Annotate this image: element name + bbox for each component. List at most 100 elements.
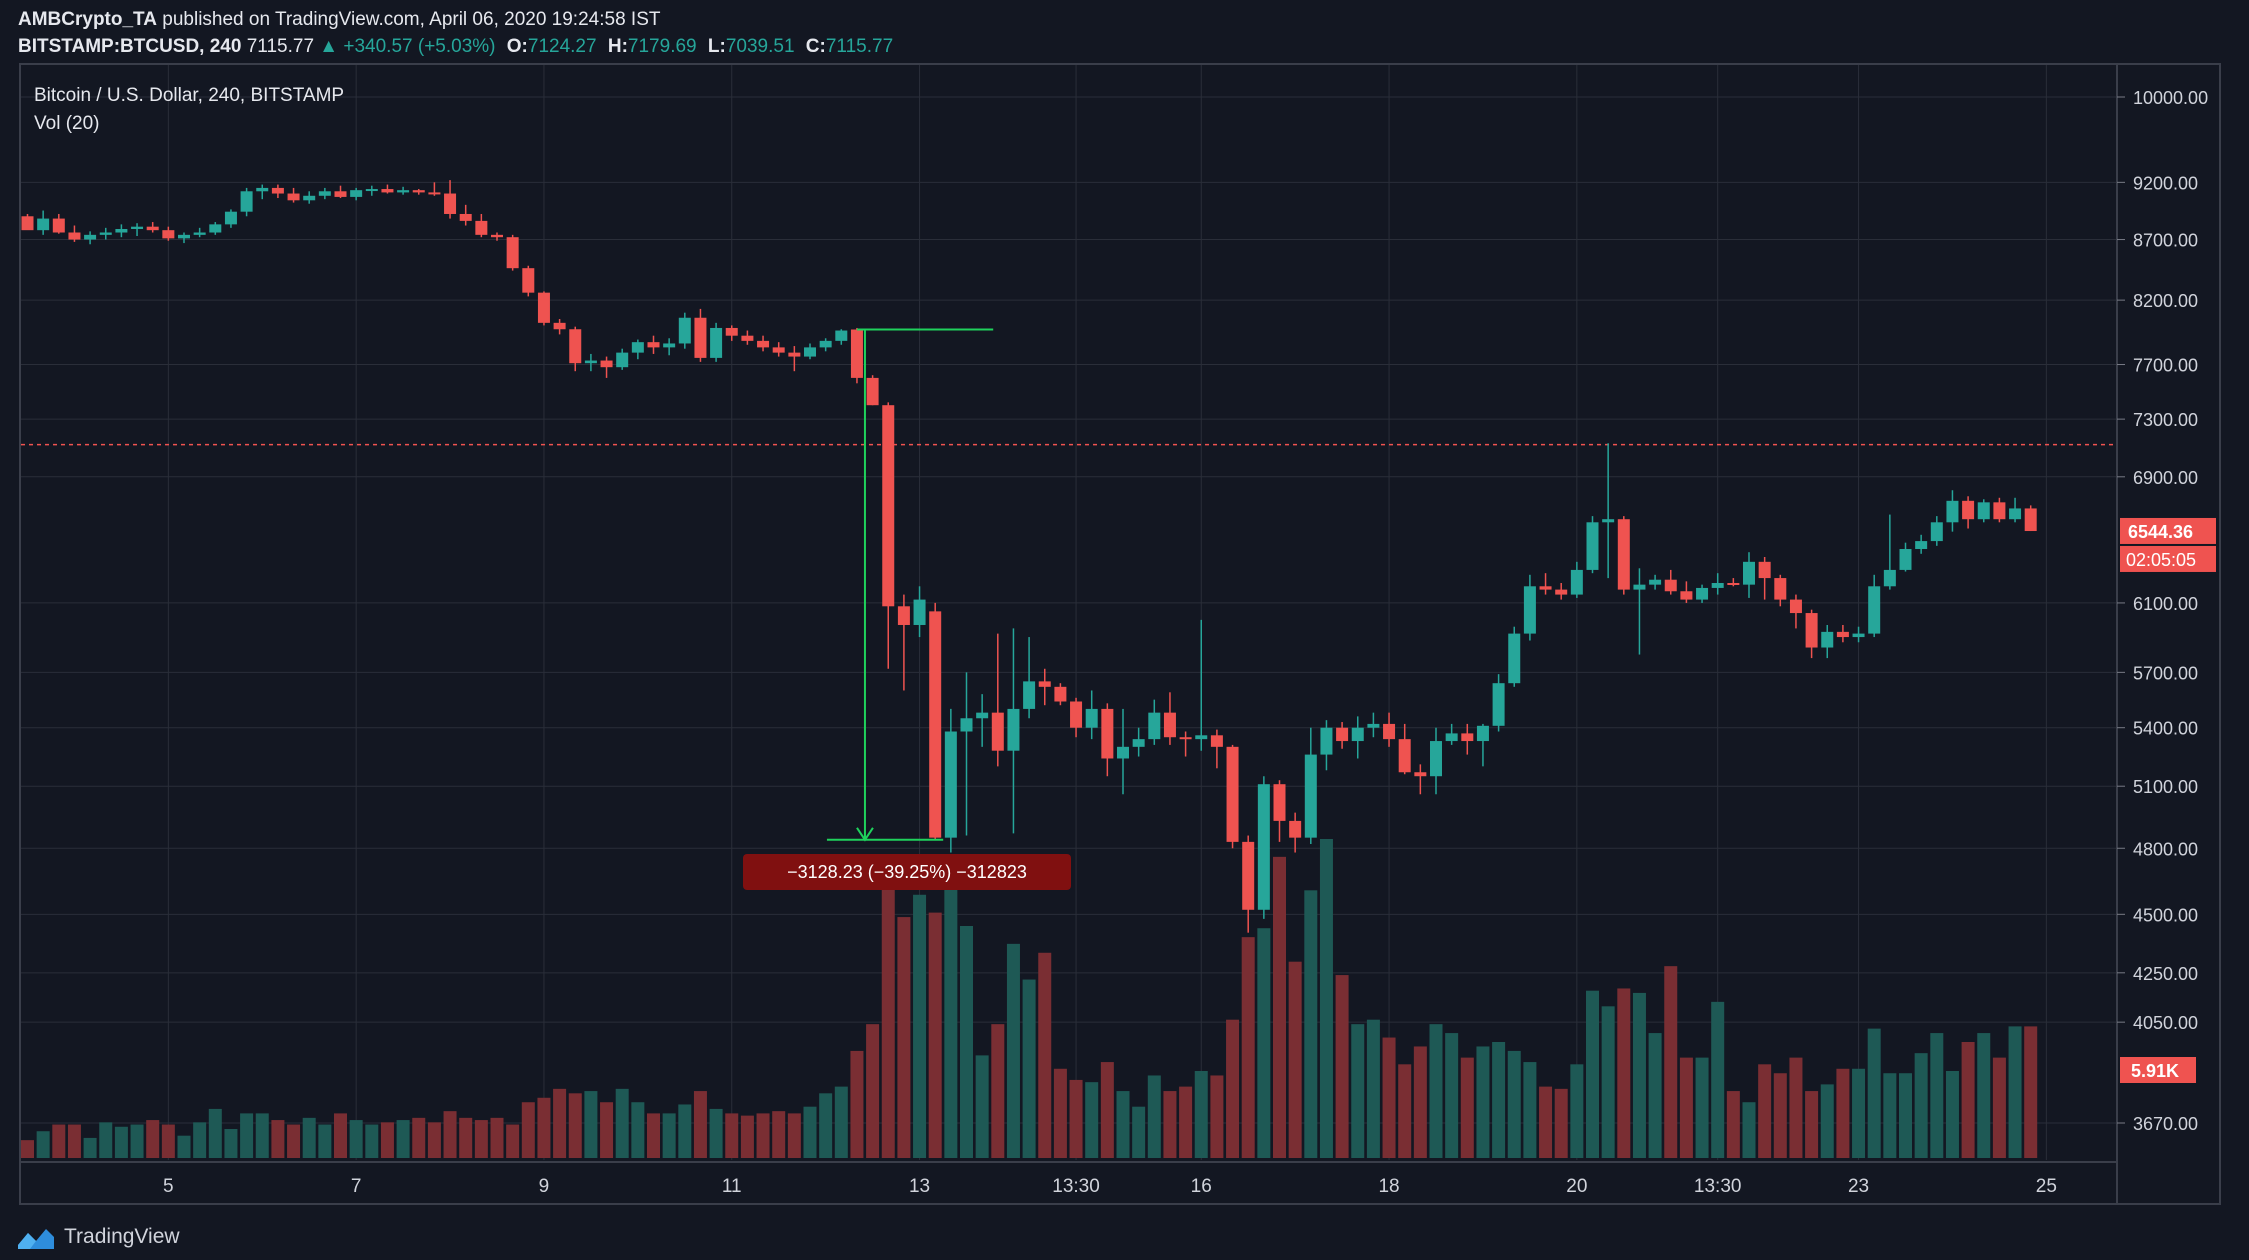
volume-bar <box>412 1117 426 1158</box>
candle <box>1492 674 1505 732</box>
candle <box>99 227 112 240</box>
candle-body <box>287 193 300 201</box>
time-tick-label: 16 <box>1191 1176 1212 1197</box>
candle <box>897 594 910 691</box>
candle <box>1148 699 1161 745</box>
candle-body <box>1696 587 1709 600</box>
volume-bar <box>1445 1033 1459 1158</box>
candle <box>444 180 457 219</box>
candle <box>584 353 597 372</box>
candle-body <box>1649 579 1662 585</box>
candle <box>1336 722 1349 749</box>
volume-bar <box>1773 1073 1787 1158</box>
candle <box>1430 727 1442 795</box>
volume-bar <box>991 1024 1005 1158</box>
candle <box>1649 574 1662 590</box>
candle-body <box>1273 784 1286 821</box>
volume-bar <box>1930 1033 1944 1158</box>
candle <box>287 187 300 203</box>
candle <box>491 232 503 241</box>
open-label: O: <box>506 36 528 57</box>
volume-bar <box>83 1137 97 1158</box>
candle <box>209 222 222 235</box>
volume-bar <box>709 1108 723 1158</box>
candle-body <box>1163 712 1176 738</box>
tradingview-brand: TradingView <box>64 1225 180 1248</box>
candle <box>1445 723 1458 745</box>
candle-body <box>318 191 331 196</box>
volume-bar <box>1194 1071 1208 1158</box>
volume-bar <box>787 1113 801 1158</box>
candle-body <box>1555 589 1568 595</box>
candle-body <box>1508 633 1521 684</box>
volume-bar <box>36 1131 50 1158</box>
candle-body <box>475 220 488 235</box>
volume-bar <box>600 1102 614 1158</box>
low-value: 7039.51 <box>725 36 795 57</box>
price-tick-label: 7700.00 <box>2133 356 2198 376</box>
volume-bar <box>1492 1042 1506 1158</box>
author-name[interactable]: AMBCrypto_TA <box>18 9 157 30</box>
volume-bar <box>584 1091 598 1158</box>
volume-bar <box>1539 1086 1553 1158</box>
candle <box>1789 594 1802 629</box>
candle-body <box>991 712 1004 751</box>
candle <box>68 225 81 242</box>
candle-body <box>1539 586 1552 590</box>
candle <box>647 335 660 354</box>
price-tick-label: 6900.00 <box>2133 468 2198 488</box>
candle-body <box>84 234 97 240</box>
volume-bar <box>130 1124 144 1158</box>
candle-body <box>725 327 738 336</box>
candle-body <box>491 234 503 238</box>
candle <box>772 342 785 357</box>
volume-bar <box>568 1093 582 1158</box>
candle-body <box>678 317 691 344</box>
candle <box>553 319 566 335</box>
time-tick-label: 5 <box>163 1176 174 1197</box>
time-tick-label: 23 <box>1848 1176 1869 1197</box>
candle <box>271 184 284 199</box>
candle-body <box>303 195 316 201</box>
candle-body <box>882 405 895 607</box>
candle <box>459 204 472 226</box>
candle-body <box>1664 579 1677 592</box>
candle-body <box>1195 735 1208 740</box>
candle <box>1101 703 1114 777</box>
candle <box>37 210 50 235</box>
candle <box>1508 626 1521 687</box>
volume-indicator-label[interactable]: Vol (20) <box>34 113 100 134</box>
volume-bar <box>1586 990 1599 1158</box>
volume-bar <box>21 1140 34 1158</box>
volume-bar <box>334 1113 347 1158</box>
candle-body <box>193 232 206 235</box>
candle <box>1758 557 1771 600</box>
volume-bar <box>1366 1019 1380 1158</box>
price-tick-label: 4500.00 <box>2133 905 2198 925</box>
volume-bar <box>1476 1046 1490 1158</box>
candle-body <box>1633 584 1646 590</box>
candle <box>1664 569 1677 595</box>
candle <box>1273 780 1286 842</box>
volume-bar <box>1053 1068 1067 1158</box>
volume-bar <box>287 1124 301 1158</box>
price-tick-label: 7300.00 <box>2133 410 2198 430</box>
candle <box>1852 626 1865 643</box>
time-tick-label: 18 <box>1378 1176 1399 1197</box>
volume-bar <box>1867 1028 1881 1158</box>
candle-body <box>1930 522 1943 542</box>
time-tick-label: 13 <box>909 1176 930 1197</box>
candles <box>21 180 2037 933</box>
candle <box>224 209 237 228</box>
volume-bar <box>443 1111 457 1158</box>
candle-body <box>21 216 34 231</box>
volume-bar <box>67 1124 81 1158</box>
candle-body <box>710 327 723 358</box>
candle-body <box>1743 561 1755 585</box>
volume-bar <box>1069 1079 1083 1158</box>
volume-bar <box>1304 890 1318 1158</box>
chart-frame[interactable] <box>19 63 2221 1205</box>
volume-bar <box>1523 1062 1537 1158</box>
volume-bar <box>146 1120 160 1158</box>
